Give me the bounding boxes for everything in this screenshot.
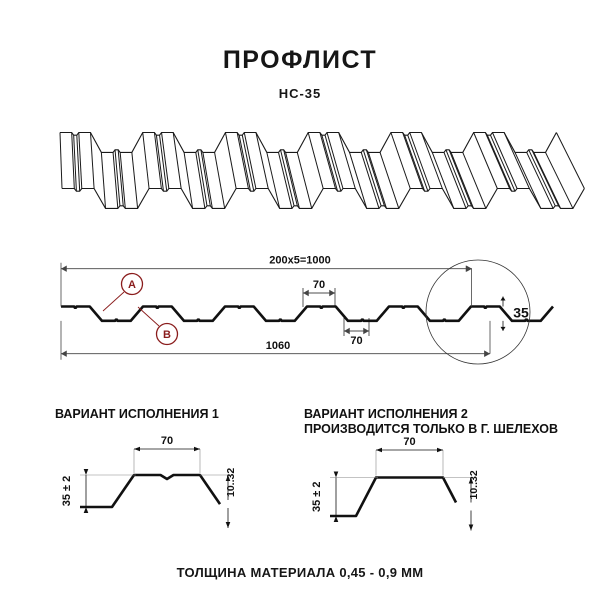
svg-text:35: 35 — [513, 305, 529, 321]
svg-text:ВАРИАНТ ИСПОЛНЕНИЯ 2: ВАРИАНТ ИСПОЛНЕНИЯ 2 — [304, 407, 468, 421]
svg-text:70: 70 — [403, 436, 415, 448]
svg-text:35 ± 2: 35 ± 2 — [61, 476, 73, 507]
svg-text:70: 70 — [313, 279, 325, 291]
svg-text:B: B — [163, 329, 171, 341]
svg-text:70: 70 — [161, 435, 173, 447]
svg-text:ВАРИАНТ ИСПОЛНЕНИЯ 1: ВАРИАНТ ИСПОЛНЕНИЯ 1 — [55, 407, 219, 421]
svg-text:A: A — [128, 279, 136, 291]
svg-text:10..32: 10..32 — [225, 468, 237, 497]
svg-text:1060: 1060 — [266, 340, 290, 352]
svg-text:35 ± 2: 35 ± 2 — [311, 481, 323, 512]
svg-text:ПРОИЗВОДИТСЯ ТОЛЬКО В Г. ШЕЛЕХ: ПРОИЗВОДИТСЯ ТОЛЬКО В Г. ШЕЛЕХОВ — [304, 422, 558, 436]
svg-text:70: 70 — [350, 335, 362, 347]
svg-text:200х5=1000: 200х5=1000 — [269, 255, 330, 267]
svg-text:10..32: 10..32 — [468, 470, 480, 499]
